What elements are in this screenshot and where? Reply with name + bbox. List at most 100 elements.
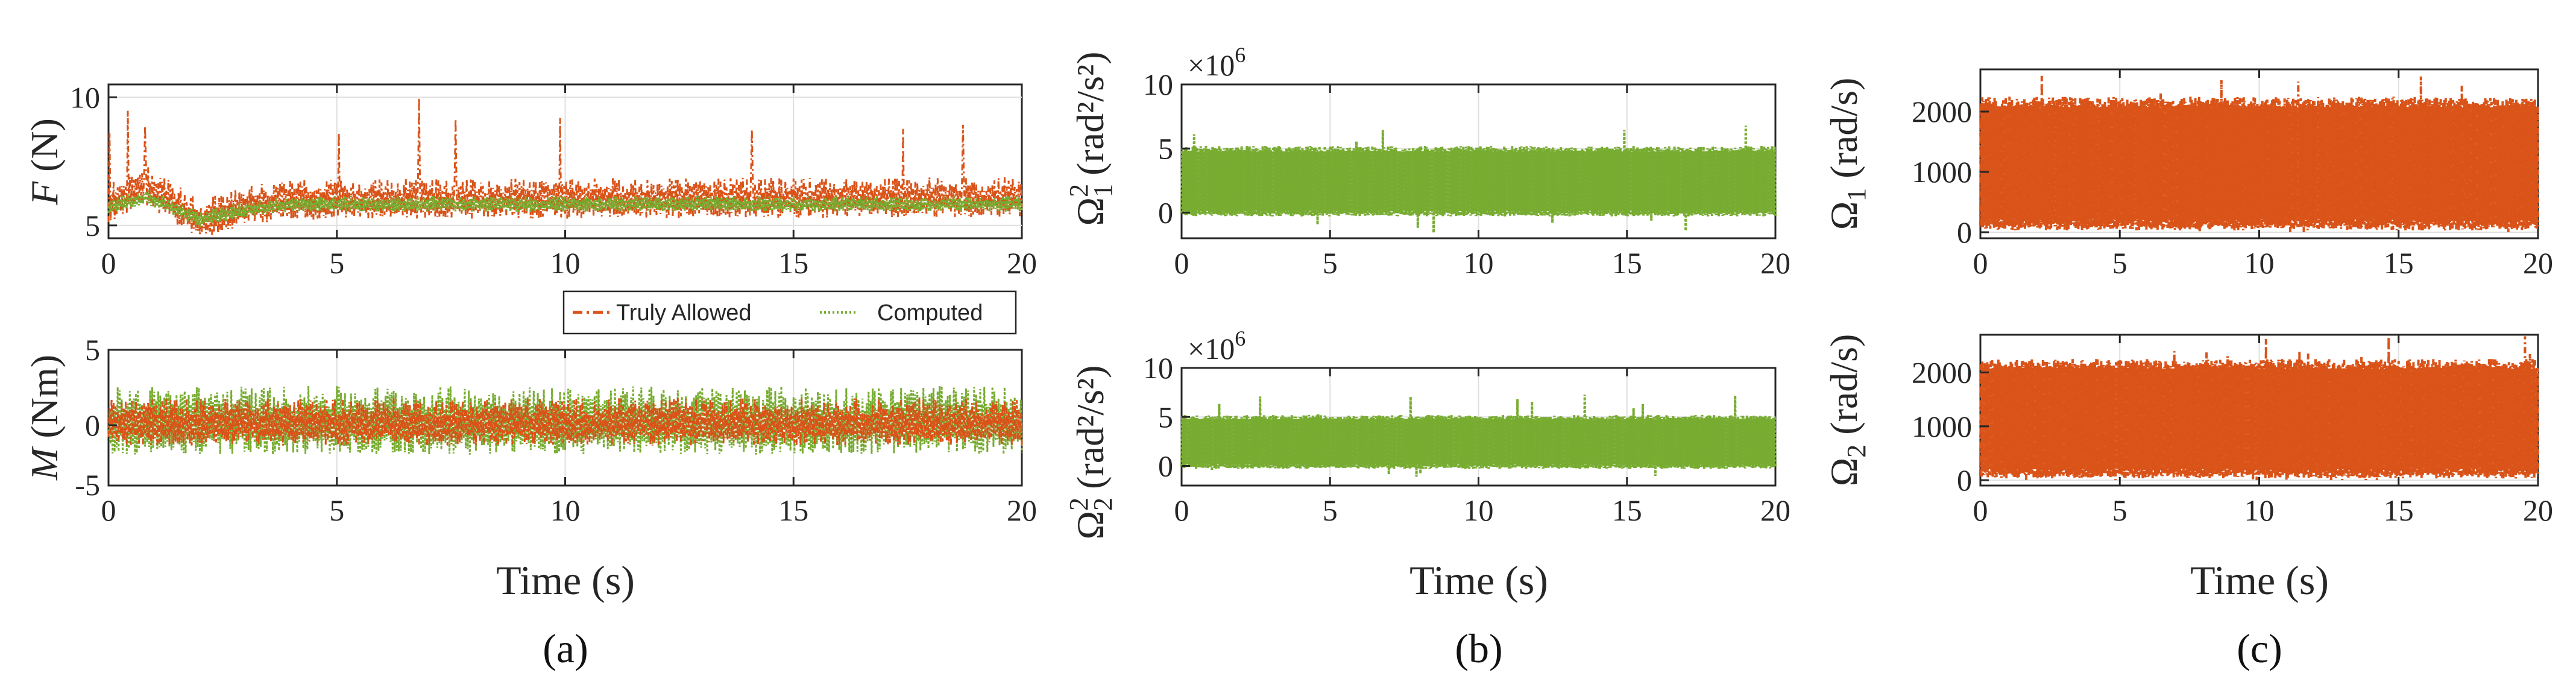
y-axis-unit: (N) xyxy=(23,118,66,182)
y-tick-labels: 0 5 10 xyxy=(1143,68,1173,230)
y-axis-sub: 1 xyxy=(1088,184,1118,197)
y-tick-label: 0 xyxy=(1158,449,1173,483)
legend-label-truly-allowed: Truly Allowed xyxy=(616,300,752,326)
x-tick-labels: 0 5 10 15 20 xyxy=(1973,493,2554,527)
x-axis-label: Time (s) xyxy=(2190,557,2329,603)
y-tick-label: 1000 xyxy=(1912,410,1972,443)
y-axis-var: Ω xyxy=(1069,197,1112,226)
y-tick-label: 10 xyxy=(1143,351,1173,385)
y-axis-var: Ω xyxy=(1822,201,1865,230)
x-tick-label: 20 xyxy=(1760,493,1790,527)
x-axis-label: Time (s) xyxy=(496,557,635,603)
x-tick-label: 10 xyxy=(550,246,581,280)
x-tick-label: 20 xyxy=(2523,493,2553,527)
y-tick-label: 5 xyxy=(1158,400,1173,434)
ticks xyxy=(107,84,1023,238)
x-tick-label: 20 xyxy=(1007,246,1037,280)
x-tick-label: 15 xyxy=(1612,246,1642,280)
x-tick-labels: 0 5 10 15 20 xyxy=(1973,246,2554,280)
x-tick-label: 0 xyxy=(101,246,116,280)
y-tick-label: 0 xyxy=(1158,196,1173,230)
x-tick-label: 20 xyxy=(2523,246,2553,280)
exponent-base: ×10 xyxy=(1188,48,1235,82)
y-tick-label: 10 xyxy=(1143,68,1173,101)
y-axis-unit: (rad²/s²) xyxy=(1069,366,1112,489)
x-tick-label: 0 xyxy=(1174,493,1189,527)
y-tick-labels: 5 10 xyxy=(70,80,100,242)
y-tick-label: 2000 xyxy=(1912,356,1972,390)
x-tick-label: 0 xyxy=(1973,493,1988,527)
y-tick-label: 5 xyxy=(85,209,100,242)
y-tick-labels: 0 1000 2000 xyxy=(1912,356,1972,498)
y-axis-label: F (N) xyxy=(23,118,66,206)
chart-c-top: 0 5 10 15 20 0 1000 2000 Ω1 (rad/s) xyxy=(1822,68,2554,280)
series-line xyxy=(107,98,1023,235)
y-axis-sub: 2 xyxy=(1842,445,1871,458)
y-axis-var: M xyxy=(23,446,66,481)
x-tick-label: 5 xyxy=(2112,246,2127,280)
data-layer xyxy=(1180,125,1777,233)
panel-label-a: (a) xyxy=(543,625,588,671)
chart-a-top: 0 5 10 15 20 5 10 F (N) Truly Allowed Co… xyxy=(23,80,1038,335)
ticks xyxy=(1180,367,1777,486)
x-tick-labels: 0 5 10 15 20 xyxy=(101,246,1038,280)
series-line xyxy=(107,385,1023,455)
y-tick-label: 0 xyxy=(85,408,100,442)
y-tick-labels: -5 0 5 xyxy=(75,333,100,502)
panel-label-b: (b) xyxy=(1455,625,1502,671)
data-layer xyxy=(107,385,1023,455)
x-tick-label: 20 xyxy=(1007,493,1037,527)
series-band xyxy=(1981,369,2537,469)
y-tick-labels: 0 5 10 xyxy=(1143,351,1173,483)
x-tick-label: 0 xyxy=(101,493,116,527)
series-line xyxy=(1180,125,1777,233)
y-axis-sub: 2 xyxy=(1088,498,1118,511)
y-axis-label: M (Nm) xyxy=(23,355,66,481)
series-line xyxy=(1180,394,1777,477)
series-band xyxy=(1981,107,2537,220)
x-tick-label: 10 xyxy=(2244,246,2275,280)
chart-b-bottom: 0 5 10 15 20 0 5 10 ×106 Ω22 (rad²/s²) Ti… xyxy=(1064,326,1790,603)
data-layer xyxy=(1979,336,2539,481)
x-tick-label: 10 xyxy=(2244,493,2275,527)
data-layer xyxy=(107,98,1023,235)
y-tick-label: 0 xyxy=(1957,463,1972,497)
exponent-power: 6 xyxy=(1235,326,1245,350)
y-axis-sub: 1 xyxy=(1842,188,1871,201)
y-axis-var: Ω xyxy=(1069,511,1112,540)
chart-c-bottom: 0 5 10 15 20 0 1000 2000 Ω2 (rad/s) Time… xyxy=(1822,334,2553,603)
series-line xyxy=(107,190,1023,227)
y-axis-exponent: ×106 xyxy=(1188,326,1245,366)
series-band xyxy=(1182,151,1775,211)
y-axis-label: Ω1 (rad/s) xyxy=(1822,78,1871,230)
exponent-base: ×10 xyxy=(1188,332,1235,366)
y-axis-exponent: ×106 xyxy=(1188,43,1245,82)
legend-label-computed: Computed xyxy=(877,300,983,326)
series-line xyxy=(107,398,1023,446)
y-axis-label: Ω12 (rad²/s²) xyxy=(1064,52,1118,226)
data-layer xyxy=(1979,75,2539,233)
x-tick-label: 5 xyxy=(1323,493,1338,527)
x-tick-labels: 0 5 10 15 20 xyxy=(1174,493,1791,527)
x-tick-label: 15 xyxy=(2384,493,2414,527)
y-tick-label: 0 xyxy=(1957,215,1972,249)
chart-b-top: 0 5 10 15 20 0 5 10 ×106 Ω12 (rad²/s²) xyxy=(1064,43,1790,280)
legend-box xyxy=(562,290,1017,335)
x-axis-label: Time (s) xyxy=(1409,557,1548,603)
y-axis-label: Ω2 (rad/s) xyxy=(1822,334,1871,487)
x-tick-label: 10 xyxy=(1464,246,1494,280)
y-axis-unit: (rad²/s²) xyxy=(1069,52,1112,176)
y-tick-label: 10 xyxy=(70,80,100,114)
x-tick-label: 10 xyxy=(550,493,581,527)
x-tick-labels: 0 5 10 15 20 xyxy=(1174,246,1791,280)
x-tick-label: 15 xyxy=(2384,246,2414,280)
y-tick-labels: 0 1000 2000 xyxy=(1912,95,1972,249)
x-tick-label: 5 xyxy=(329,246,344,280)
series-band xyxy=(1182,419,1775,465)
y-axis-label: Ω22 (rad²/s²) xyxy=(1064,366,1118,540)
panel-label-c: (c) xyxy=(2237,625,2282,671)
y-tick-label: 5 xyxy=(1158,131,1173,165)
exponent-power: 6 xyxy=(1235,43,1245,67)
x-tick-label: 10 xyxy=(1464,493,1494,527)
